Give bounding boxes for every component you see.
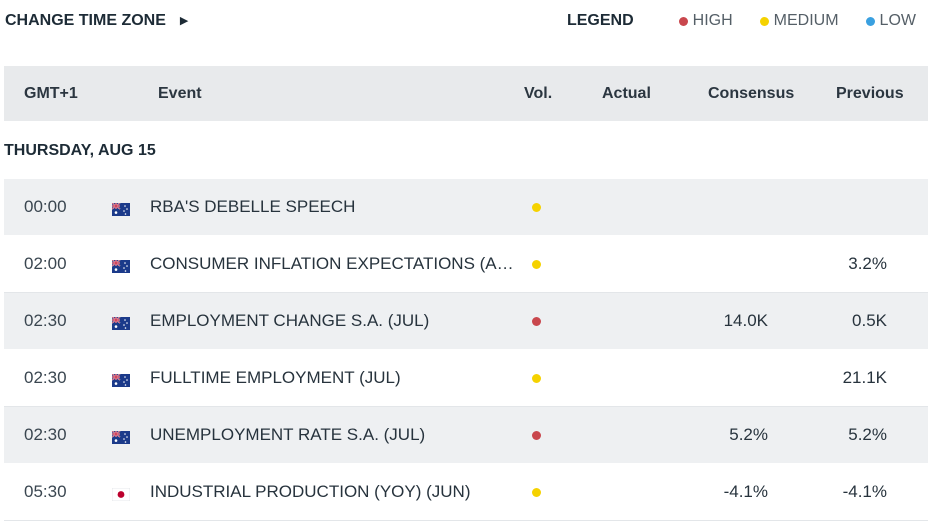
event-name[interactable]: FULLTIME EMPLOYMENT (JUL) bbox=[150, 368, 401, 387]
top-bar: CHANGE TIME ZONE ▶ LEGEND HIGH MEDIUM LOW bbox=[0, 0, 932, 44]
previous-value: -4.1% bbox=[842, 482, 887, 501]
high-dot-icon bbox=[678, 16, 688, 26]
column-header-event: Event bbox=[158, 85, 202, 102]
event-name[interactable]: EMPLOYMENT CHANGE S.A. (JUL) bbox=[150, 311, 430, 330]
previous-value: 5.2% bbox=[848, 425, 887, 444]
event-name[interactable]: UNEMPLOYMENT RATE S.A. (JUL) bbox=[150, 425, 426, 444]
event-time: 05:30 bbox=[24, 482, 67, 501]
table-row[interactable]: 05:30 INDUSTRIAL PRODUCTION (YOY) (JUN) -4… bbox=[4, 464, 928, 520]
event-time: 02:30 bbox=[24, 311, 67, 330]
flag-australia-icon bbox=[111, 258, 130, 273]
event-time: 02:30 bbox=[24, 368, 67, 387]
legend-item-medium: MEDIUM bbox=[759, 12, 839, 30]
volatility-high-dot-icon bbox=[532, 317, 541, 326]
flag-japan-icon bbox=[111, 486, 131, 502]
consensus-value: -4.1% bbox=[723, 482, 768, 501]
volatility-medium-dot-icon bbox=[532, 260, 541, 269]
legend: LEGEND HIGH MEDIUM LOW bbox=[567, 12, 916, 30]
change-time-zone-label: CHANGE TIME ZONE bbox=[5, 12, 166, 29]
change-time-zone-button[interactable]: CHANGE TIME ZONE ▶ bbox=[5, 12, 188, 30]
legend-label-high: HIGH bbox=[692, 12, 733, 29]
medium-dot-icon bbox=[759, 16, 769, 26]
event-time: 02:00 bbox=[24, 254, 67, 273]
volatility-medium-dot-icon bbox=[532, 374, 541, 383]
flag-australia-icon bbox=[111, 429, 130, 444]
row-divider bbox=[4, 520, 928, 521]
flag-australia-icon bbox=[111, 315, 130, 330]
table-header: GMT+1 Event Vol. Actual Consensus Previo… bbox=[4, 66, 928, 121]
column-header-vol: Vol. bbox=[524, 85, 553, 102]
play-arrow-icon: ▶ bbox=[179, 15, 189, 27]
consensus-value: 5.2% bbox=[729, 425, 768, 444]
event-name[interactable]: RBA'S DEBELLE SPEECH bbox=[150, 197, 356, 216]
flag-australia-icon bbox=[111, 372, 130, 387]
legend-item-low: LOW bbox=[865, 12, 916, 30]
previous-value: 21.1K bbox=[842, 368, 887, 387]
table-row[interactable]: 02:30 FULLTIME EMPLOYMENT (JUL) 21.1K bbox=[4, 350, 928, 406]
volatility-high-dot-icon bbox=[532, 431, 541, 440]
legend-label-low: LOW bbox=[879, 12, 916, 29]
event-time: 00:00 bbox=[24, 197, 67, 216]
event-time: 02:30 bbox=[24, 425, 67, 444]
column-header-time: GMT+1 bbox=[24, 85, 78, 102]
column-header-actual: Actual bbox=[602, 85, 651, 102]
volatility-medium-dot-icon bbox=[532, 488, 541, 497]
table-row[interactable]: 02:30 UNEMPLOYMENT RATE S.A. (JUL) 5.2% 5.2… bbox=[4, 407, 928, 463]
row-divider bbox=[4, 292, 928, 293]
day-header: THURSDAY, AUG 15 bbox=[4, 142, 156, 159]
column-header-consensus: Consensus bbox=[708, 85, 795, 102]
previous-value: 3.2% bbox=[848, 254, 887, 273]
low-dot-icon bbox=[865, 16, 875, 26]
flag-australia-icon bbox=[111, 201, 130, 216]
event-name[interactable]: CONSUMER INFLATION EXPECTATIONS (A… bbox=[150, 254, 514, 273]
previous-value: 0.5K bbox=[852, 311, 887, 330]
table-row[interactable]: 02:30 EMPLOYMENT CHANGE S.A. (JUL) 14.0K 0.… bbox=[4, 293, 928, 349]
table-row[interactable]: 02:00 CONSUMER INFLATION EXPECTATIONS (A…… bbox=[4, 236, 928, 292]
event-name[interactable]: INDUSTRIAL PRODUCTION (YOY) (JUN) bbox=[150, 482, 471, 501]
legend-title: LEGEND bbox=[566, 12, 634, 29]
legend-label-medium: MEDIUM bbox=[773, 12, 839, 29]
legend-item-high: HIGH bbox=[678, 12, 733, 30]
volatility-medium-dot-icon bbox=[532, 203, 541, 212]
column-header-previous: Previous bbox=[836, 85, 904, 102]
row-divider bbox=[4, 406, 928, 407]
consensus-value: 14.0K bbox=[723, 311, 768, 330]
table-row[interactable]: 00:00 RBA'S DEBELLE SPEECH bbox=[4, 179, 928, 235]
